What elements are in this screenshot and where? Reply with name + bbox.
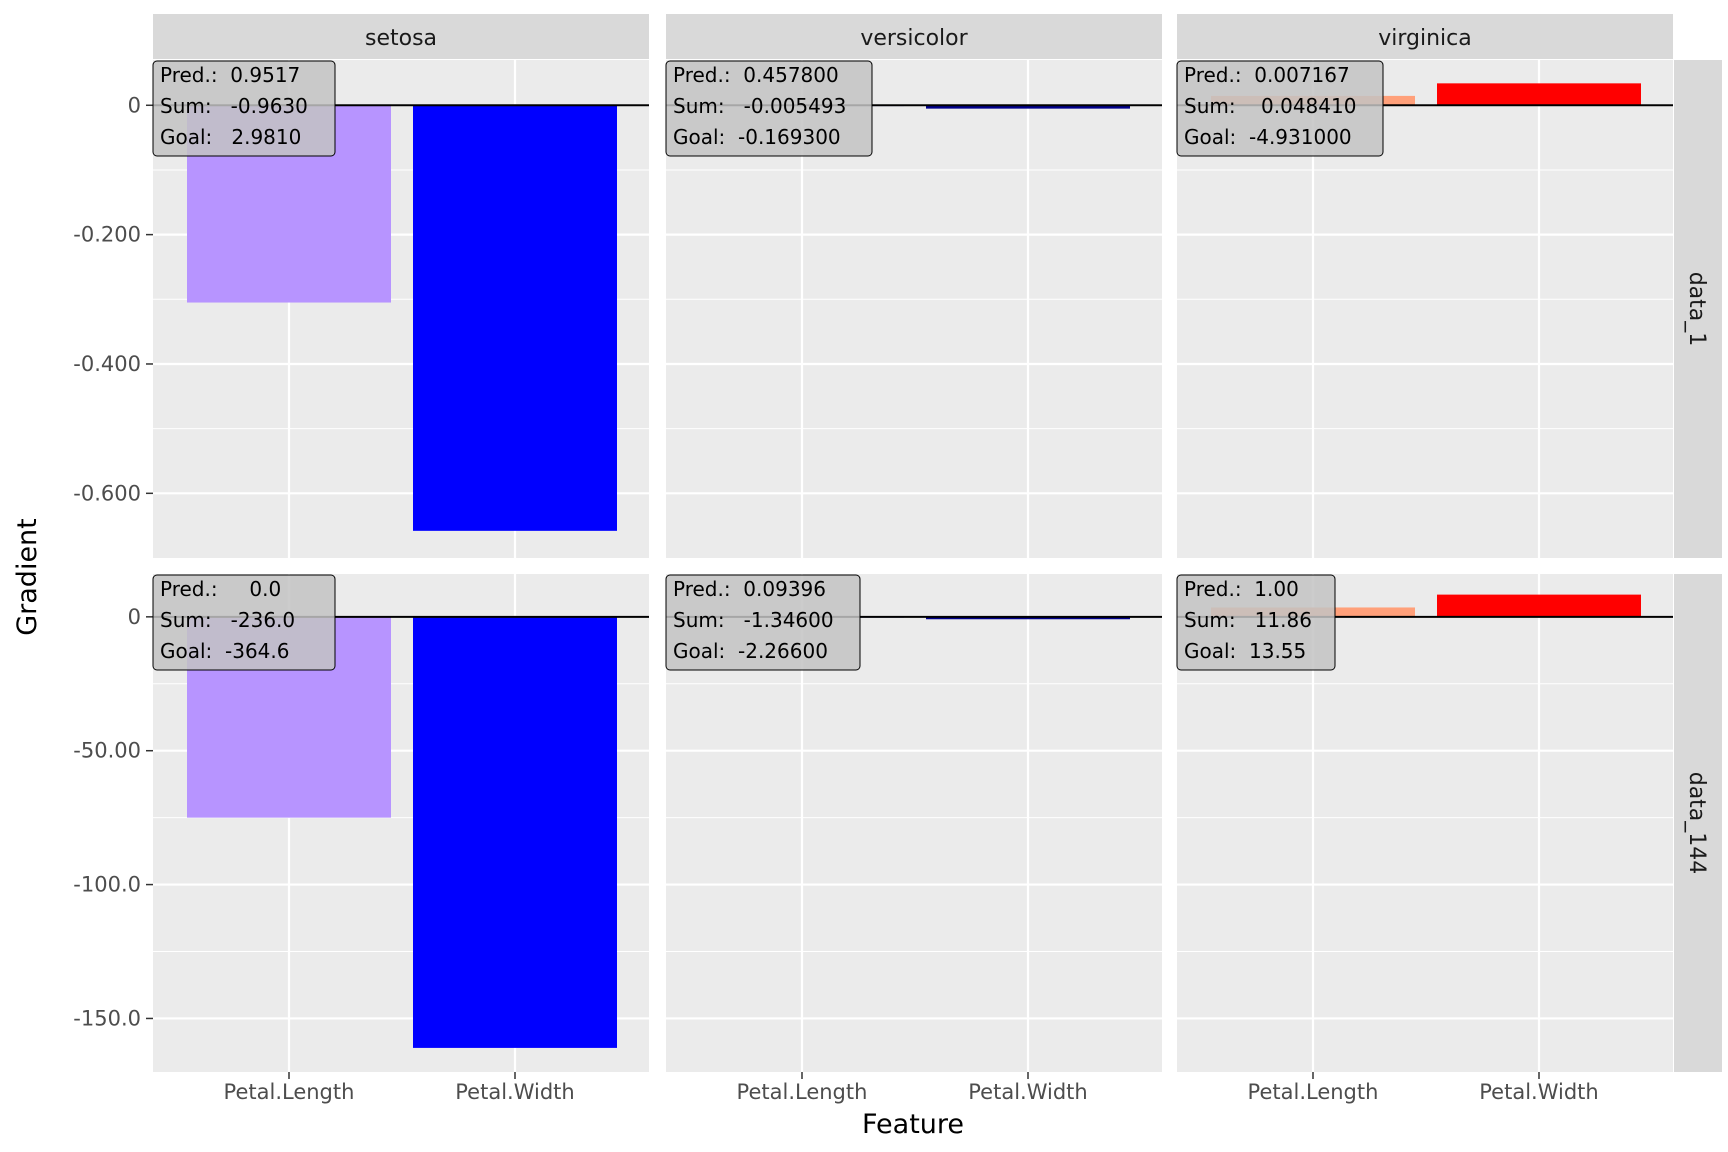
annotation-box xyxy=(152,574,336,671)
y-tick-label-data_1-0: 0 xyxy=(128,93,141,117)
y-tick-label-data_1-1: -0.200 xyxy=(73,223,141,247)
column-strip-label-versicolor: versicolor xyxy=(860,26,968,51)
annotation-box xyxy=(1176,60,1384,157)
annotation-line: Goal: -364.6 xyxy=(160,639,289,663)
annotation-line: Sum: -1.34600 xyxy=(673,608,834,632)
annotation-line: Sum: -0.005493 xyxy=(673,94,846,118)
bar-petal-width xyxy=(926,105,1130,109)
bar-petal-width xyxy=(1437,594,1641,617)
bar-petal-width xyxy=(1437,83,1641,106)
annotation-line: Goal: -0.169300 xyxy=(673,125,841,149)
y-tick-label-data_144-2: -100.0 xyxy=(73,873,141,897)
row-strip-label-data_144: data_144 xyxy=(1684,772,1709,875)
column-strip-virginica xyxy=(1177,14,1673,59)
annotation-box xyxy=(665,574,861,671)
x-tick-label: Petal.Width xyxy=(968,1080,1087,1104)
annotation-line: Pred.: 0.457800 xyxy=(673,63,839,87)
annotation-line: Sum: -236.0 xyxy=(160,608,295,632)
column-strip-setosa xyxy=(153,14,649,59)
y-tick-label-data_1-2: -0.400 xyxy=(73,352,141,376)
annotation-line: Pred.: 0.0 xyxy=(160,577,281,601)
annotation-line: Goal: -2.26600 xyxy=(673,639,828,663)
annotation-line: Pred.: 0.09396 xyxy=(673,577,826,601)
x-axis-title: Feature xyxy=(862,1109,964,1140)
bar-petal-width xyxy=(926,616,1130,620)
annotation-line: Sum: 0.048410 xyxy=(1184,94,1356,118)
panel-data_144-virginica: Pred.: 1.00 Sum: 11.86 Goal: 13.55 xyxy=(1176,574,1673,1072)
annotation-line: Goal: -4.931000 xyxy=(1184,125,1352,149)
panel-data_144-versicolor: Pred.: 0.09396 Sum: -1.34600 Goal: -2.2660… xyxy=(665,574,1162,1072)
x-tick-label: Petal.Length xyxy=(224,1080,355,1104)
annotation-box xyxy=(1176,574,1336,671)
x-tick-label: Petal.Width xyxy=(1479,1080,1598,1104)
annotation-line: Sum: 11.86 xyxy=(1184,608,1312,632)
y-axis-title: Gradient xyxy=(12,518,43,636)
panel-data_1-versicolor: Pred.: 0.457800 Sum: -0.005493 Goal: -0.16… xyxy=(665,60,1162,558)
annotation-line: Pred.: 1.00 xyxy=(1184,577,1299,601)
panel-data_144-setosa: Pred.: 0.0 Sum: -236.0 Goal: -364.6 xyxy=(152,574,649,1072)
bar-petal-width xyxy=(413,616,617,1048)
annotation-line: Pred.: 0.007167 xyxy=(1184,63,1350,87)
bar-petal-width xyxy=(413,105,617,531)
annotation-box xyxy=(152,60,336,157)
x-tick-label: Petal.Length xyxy=(737,1080,868,1104)
row-strip-data_144 xyxy=(1674,574,1722,1072)
y-tick-label-data_1-3: -0.600 xyxy=(73,481,141,505)
annotation-line: Sum: -0.9630 xyxy=(160,94,308,118)
annotation-line: Goal: 2.9810 xyxy=(160,125,301,149)
row-strip-data_1 xyxy=(1674,60,1722,558)
annotation-line: Goal: 13.55 xyxy=(1184,639,1306,663)
panel-data_1-setosa: Pred.: 0.9517 Sum: -0.9630 Goal: 2.9810 xyxy=(152,60,649,558)
panel-data_1-virginica: Pred.: 0.007167 Sum: 0.048410 Goal: -4.931… xyxy=(1176,60,1673,558)
y-tick-label-data_144-1: -50.00 xyxy=(73,739,141,763)
column-strip-label-setosa: setosa xyxy=(365,26,437,51)
y-tick-label-data_144-0: 0 xyxy=(128,605,141,629)
row-strip-label-data_1: data_1 xyxy=(1684,272,1709,347)
panel-grid: setosa versicolor virginica data_1 0 -0.200 -0… xyxy=(73,14,1722,1104)
x-tick-label: Petal.Length xyxy=(1248,1080,1379,1104)
y-tick-label-data_144-3: -150.0 xyxy=(73,1006,141,1030)
column-strip-label-virginica: virginica xyxy=(1378,26,1472,51)
x-tick-label: Petal.Width xyxy=(455,1080,574,1104)
annotation-box xyxy=(665,60,873,157)
column-strip-versicolor xyxy=(666,14,1162,59)
annotation-line: Pred.: 0.9517 xyxy=(160,63,300,87)
